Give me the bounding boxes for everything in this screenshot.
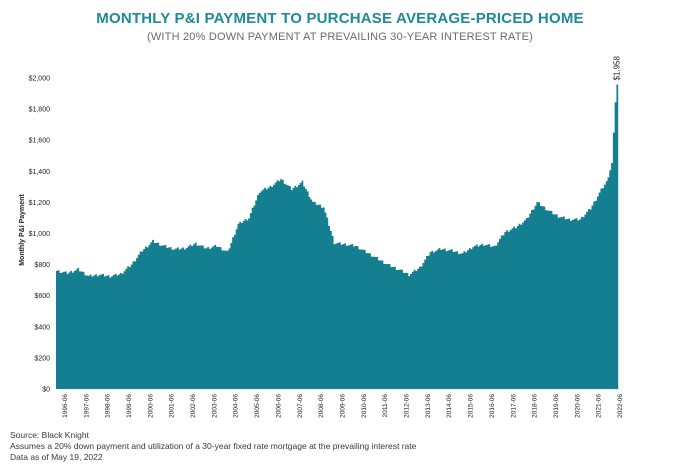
x-tick-label: 2008-06 xyxy=(318,394,325,418)
y-axis-label: Monthly P&I Payment xyxy=(19,194,26,266)
chart-title: MONTHLY P&I PAYMENT TO PURCHASE AVERAGE-… xyxy=(96,10,584,27)
x-tick-label: 2002-06 xyxy=(190,394,197,418)
payment-area-series xyxy=(56,84,619,389)
x-tick-label: 1999-06 xyxy=(126,394,133,418)
y-tick-label: $1,400 xyxy=(29,169,51,176)
chart-subtitle: (WITH 20% DOWN PAYMENT AT PREVAILING 30-… xyxy=(146,31,534,43)
x-tick-label: 2017-06 xyxy=(510,394,517,418)
x-tick-label: 2012-06 xyxy=(404,394,411,418)
x-tick-label: 1996-06 xyxy=(62,394,69,418)
y-tick-label: $1,200 xyxy=(29,200,51,207)
x-tick-label: 2013-06 xyxy=(425,394,432,418)
y-tick-label: $0 xyxy=(42,387,50,394)
source-note: Source: Black Knight xyxy=(10,430,89,440)
assumption-note: Assumes a 20% down payment and utilizati… xyxy=(10,441,417,451)
x-tick-label: 2015-06 xyxy=(468,394,475,418)
x-tick-label: 2003-06 xyxy=(211,394,218,418)
peak-value-annotation: $1,958 xyxy=(612,56,621,81)
x-tick-label: 2021-06 xyxy=(596,394,603,418)
x-tick-label: 2010-06 xyxy=(361,394,368,418)
y-tick-label: $1,000 xyxy=(29,231,51,238)
x-tick-label: 2020-06 xyxy=(574,394,581,418)
x-tick-label: 2006-06 xyxy=(275,394,282,418)
x-tick-label: 2001-06 xyxy=(169,394,176,418)
y-tick-label: $800 xyxy=(34,262,50,269)
x-tick-label: 2004-06 xyxy=(233,394,240,418)
y-tick-label: $1,600 xyxy=(29,138,51,145)
x-tick-label: 2011-06 xyxy=(382,394,389,418)
x-tick-label: 1998-06 xyxy=(105,394,112,418)
x-tick-label: 2014-06 xyxy=(446,394,453,418)
x-tick-label: 2007-06 xyxy=(297,394,304,418)
y-tick-label: $200 xyxy=(34,355,50,362)
x-tick-label: 1997-06 xyxy=(83,394,90,418)
x-tick-label: 2019-06 xyxy=(553,394,560,418)
y-tick-label: $1,800 xyxy=(29,107,51,114)
x-tick-label: 2016-06 xyxy=(489,394,496,418)
x-tick-label: 2018-06 xyxy=(532,394,539,418)
y-tick-label: $2,000 xyxy=(29,76,51,83)
x-tick-label: 2000-06 xyxy=(147,394,154,418)
y-tick-label: $400 xyxy=(34,324,50,331)
x-tick-label: 2022-06 xyxy=(617,394,624,418)
data-date-note: Data as of May 19, 2022 xyxy=(10,452,103,462)
x-tick-label: 2009-06 xyxy=(339,394,346,418)
x-tick-label: 2005-06 xyxy=(254,394,261,418)
y-tick-label: $600 xyxy=(34,293,50,300)
